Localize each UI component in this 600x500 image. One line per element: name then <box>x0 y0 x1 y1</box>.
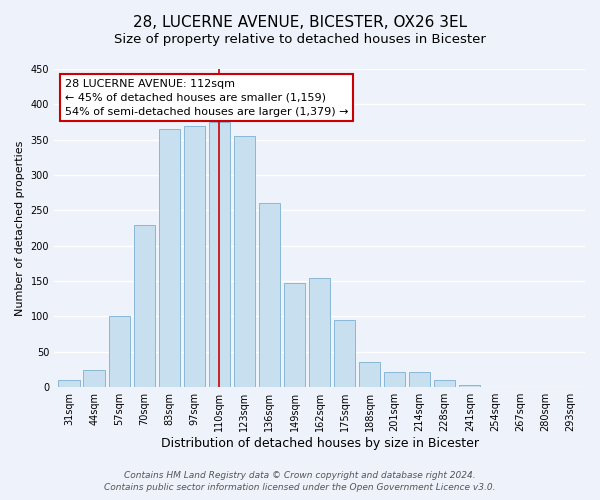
Bar <box>309 278 330 387</box>
Bar <box>359 362 380 387</box>
Bar <box>259 204 280 387</box>
Text: Size of property relative to detached houses in Bicester: Size of property relative to detached ho… <box>114 32 486 46</box>
Bar <box>158 129 180 387</box>
Bar <box>484 386 505 387</box>
Bar <box>509 386 530 387</box>
Bar <box>184 126 205 387</box>
Text: Contains HM Land Registry data © Crown copyright and database right 2024.
Contai: Contains HM Land Registry data © Crown c… <box>104 471 496 492</box>
Bar <box>434 380 455 387</box>
Bar <box>559 386 581 387</box>
Bar <box>58 380 80 387</box>
Bar <box>409 372 430 387</box>
Bar <box>384 372 406 387</box>
X-axis label: Distribution of detached houses by size in Bicester: Distribution of detached houses by size … <box>161 437 479 450</box>
Bar <box>459 385 481 387</box>
Text: 28, LUCERNE AVENUE, BICESTER, OX26 3EL: 28, LUCERNE AVENUE, BICESTER, OX26 3EL <box>133 15 467 30</box>
Bar <box>234 136 255 387</box>
Bar <box>134 224 155 387</box>
Bar <box>209 122 230 387</box>
Text: 28 LUCERNE AVENUE: 112sqm
← 45% of detached houses are smaller (1,159)
54% of se: 28 LUCERNE AVENUE: 112sqm ← 45% of detac… <box>65 78 348 116</box>
Bar <box>334 320 355 387</box>
Y-axis label: Number of detached properties: Number of detached properties <box>15 140 25 316</box>
Bar <box>284 282 305 387</box>
Bar <box>109 316 130 387</box>
Bar <box>83 370 105 387</box>
